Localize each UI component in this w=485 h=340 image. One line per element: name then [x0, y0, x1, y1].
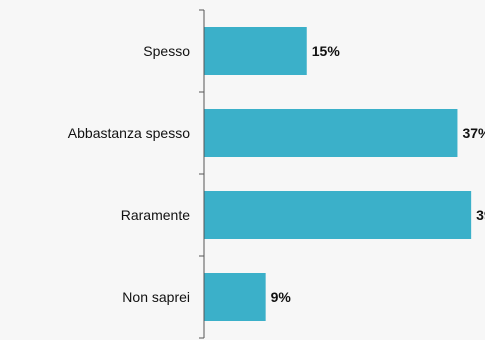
- bar-spesso: [204, 27, 307, 75]
- value-label: 9%: [271, 289, 292, 305]
- value-label: 39%: [476, 207, 485, 223]
- category-label: Abbastanza spesso: [68, 125, 190, 141]
- value-label: 37%: [462, 125, 485, 141]
- axis-layer: [199, 9, 205, 339]
- labels-layer: Spesso 15% Abbastanza spesso 37% Raramente 39…: [68, 43, 485, 305]
- bar-non-saprei: [204, 273, 266, 321]
- category-label: Raramente: [121, 207, 190, 223]
- bar-raramente: [204, 191, 472, 239]
- category-label: Spesso: [143, 43, 190, 59]
- category-label: Non saprei: [122, 289, 190, 305]
- value-label: 15%: [312, 43, 341, 59]
- bar-abbastanza-spesso: [204, 109, 458, 157]
- bars-layer: [204, 27, 472, 321]
